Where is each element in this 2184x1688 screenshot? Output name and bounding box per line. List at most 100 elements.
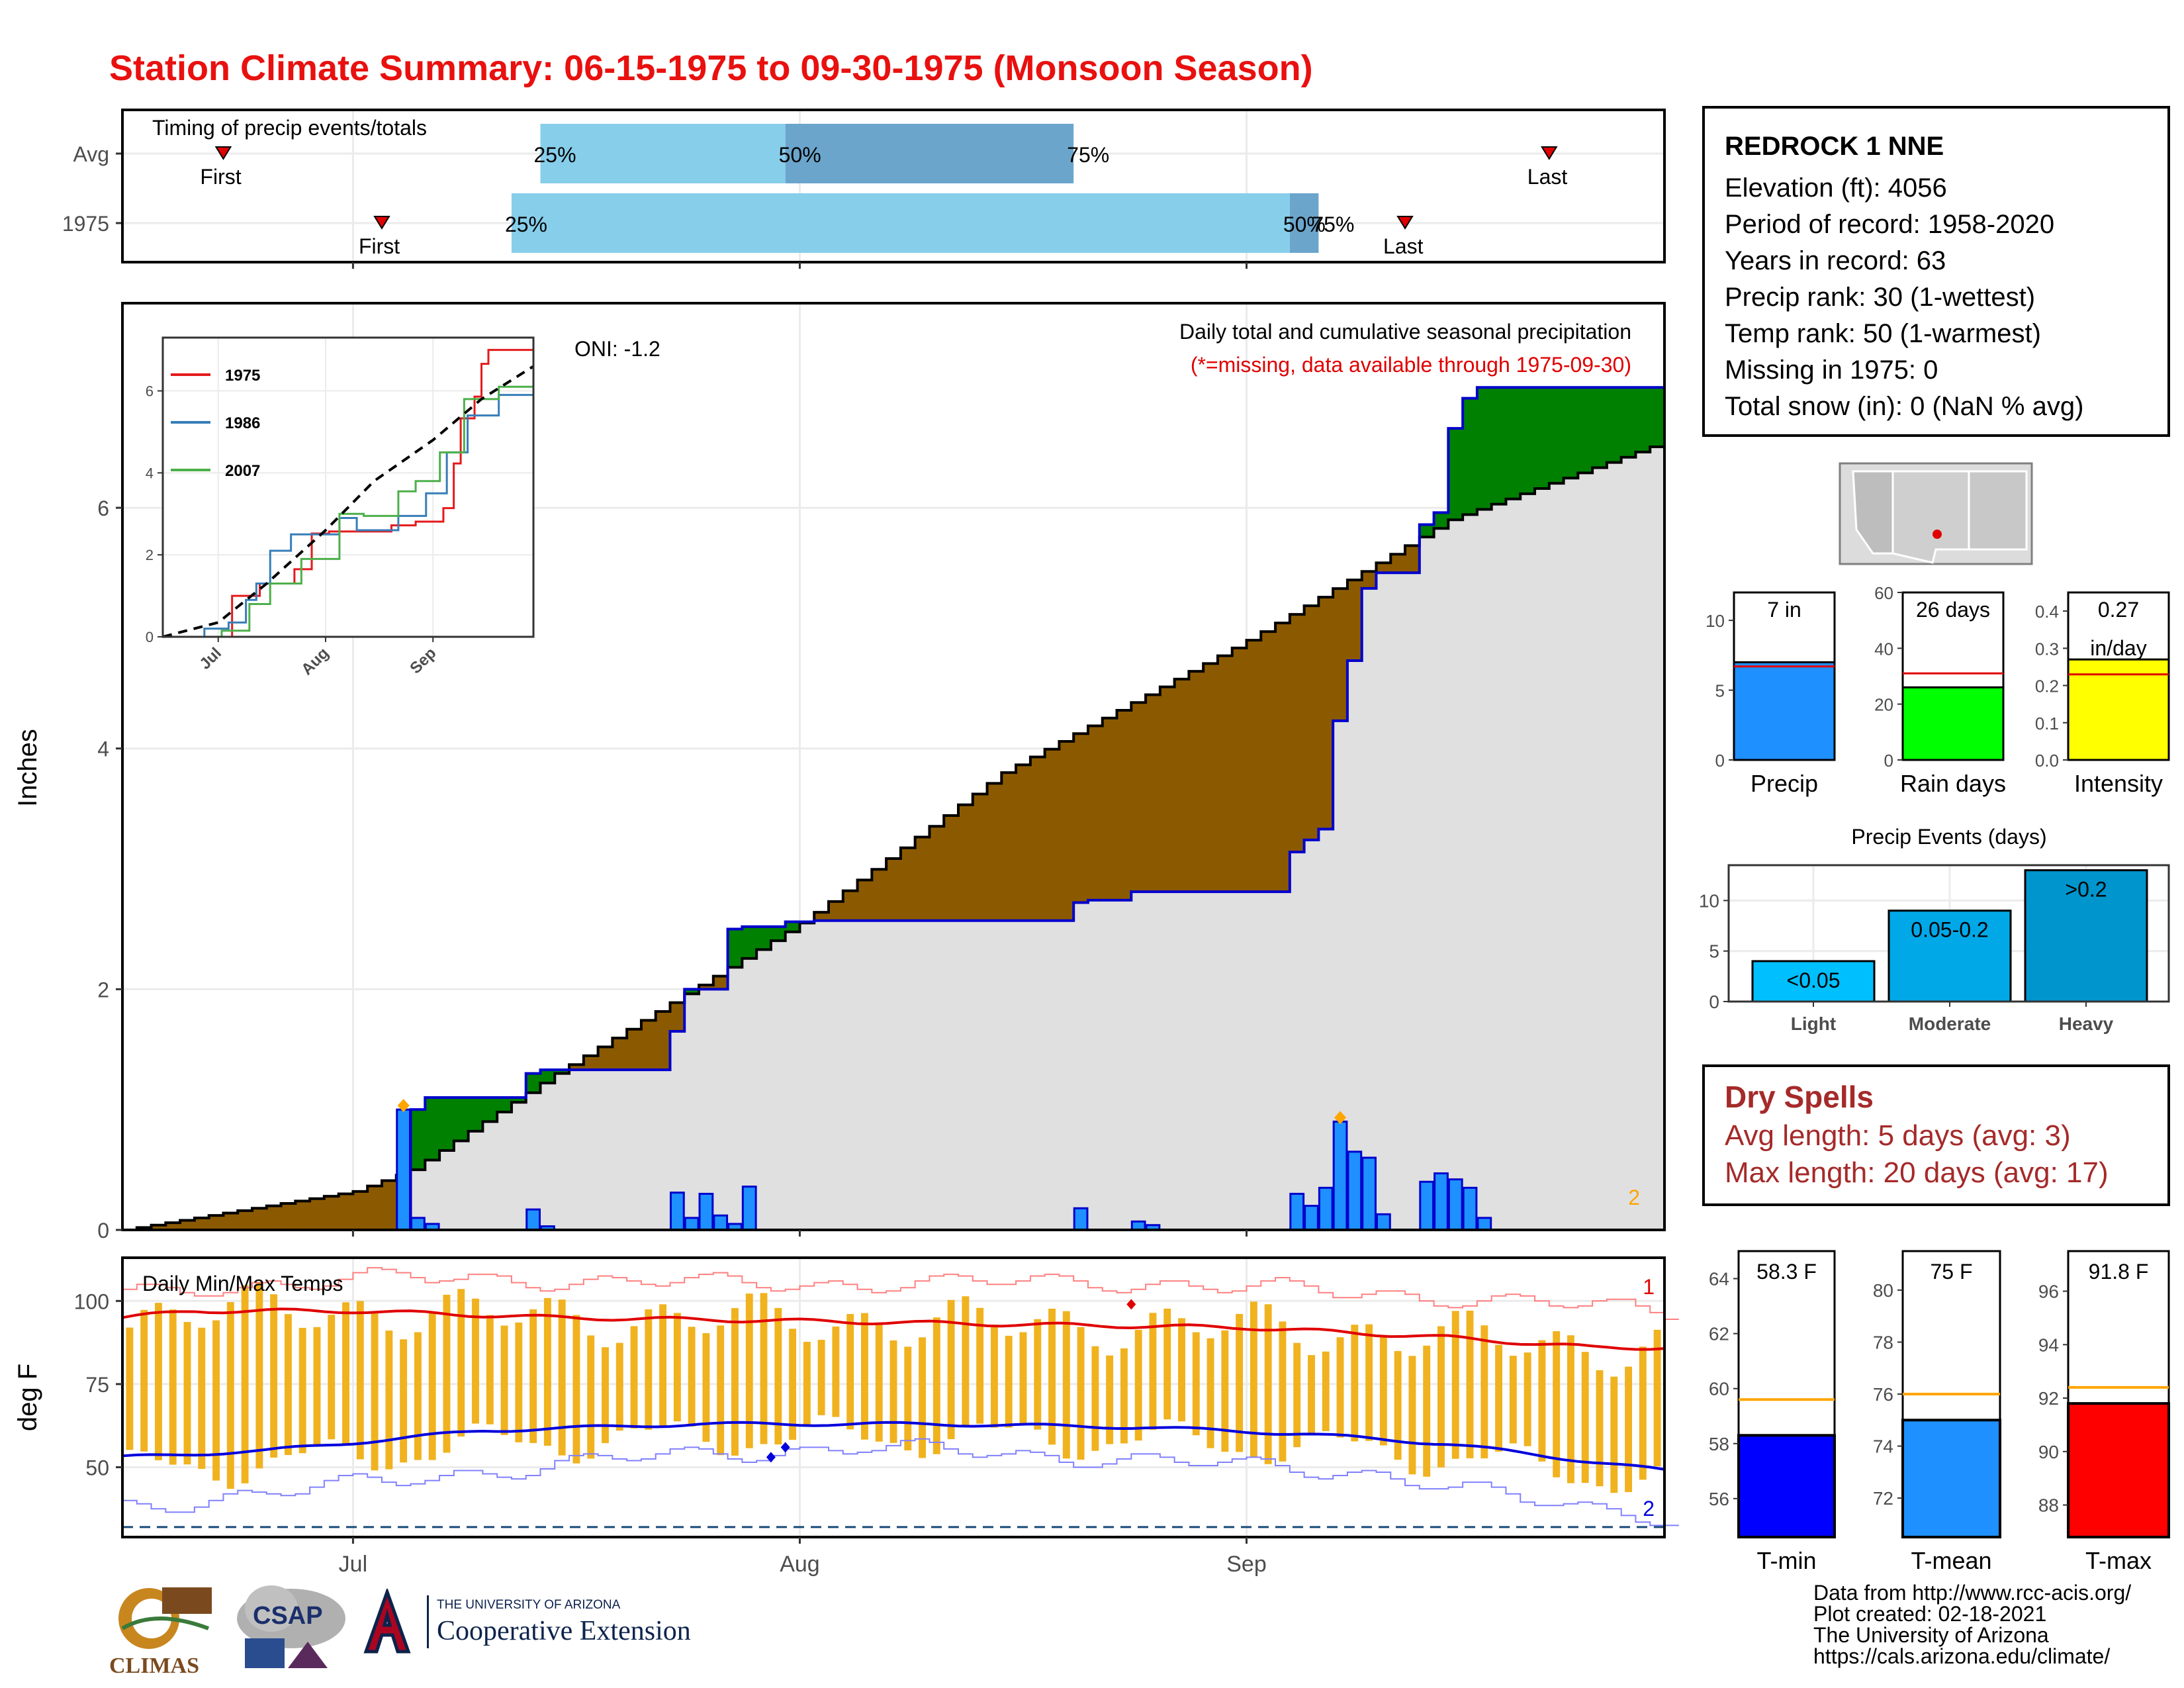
precip-anomaly-fill bbox=[670, 1002, 685, 1031]
precip-anomaly-fill bbox=[1520, 387, 1535, 494]
daily-temp-bar bbox=[342, 1302, 349, 1444]
daily-temp-bar bbox=[1250, 1301, 1257, 1458]
daily-temp-bar bbox=[1351, 1325, 1359, 1442]
daily-temp-bar bbox=[1106, 1355, 1114, 1444]
precip-anomaly-fill bbox=[525, 1073, 541, 1093]
precip-anomaly-fill bbox=[1347, 580, 1363, 661]
station-location-dot-icon bbox=[1933, 530, 1942, 539]
dry-spells-avg: Avg length: 5 days (avg: 3) bbox=[1725, 1119, 2071, 1152]
precip-base-fill bbox=[1578, 473, 1593, 1230]
precip-base-fill bbox=[756, 949, 772, 1230]
locator-map bbox=[1839, 462, 2033, 565]
precip-base-fill bbox=[785, 931, 800, 1230]
precip-anomaly-fill bbox=[1189, 671, 1204, 892]
precip-anomaly-fill bbox=[1275, 623, 1291, 892]
mini-bar-tick-label: 20 bbox=[1874, 695, 1893, 715]
precip-anomaly-fill bbox=[915, 837, 930, 921]
precip-base-fill bbox=[799, 923, 815, 1230]
temp-bar-tick-label: 90 bbox=[2038, 1442, 2059, 1462]
daily-temp-bar bbox=[1423, 1345, 1431, 1477]
precip-anomaly-fill bbox=[785, 921, 800, 932]
mini-bar-tick-label: 40 bbox=[1874, 639, 1893, 659]
precip-base-fill bbox=[598, 1070, 613, 1230]
station-info-box: REDROCK 1 NNE Elevation (ft): 4056 Perio… bbox=[1702, 106, 2170, 437]
precip-base-fill bbox=[1448, 520, 1463, 1230]
station-name: REDROCK 1 NNE bbox=[1725, 132, 1944, 161]
mini-bar-fill bbox=[2067, 658, 2170, 761]
precip-panel-border bbox=[121, 302, 1666, 1231]
daily-temp-bar bbox=[572, 1315, 580, 1464]
daily-temp-bar bbox=[889, 1340, 897, 1443]
precip-anomaly-fill bbox=[180, 1220, 195, 1230]
precip-anomaly-fill bbox=[1016, 765, 1031, 921]
precip-anomaly-fill bbox=[627, 1029, 642, 1070]
precip-anomaly-fill bbox=[1635, 387, 1651, 452]
precip-base-fill bbox=[555, 1073, 570, 1230]
daily-temp-bar bbox=[1308, 1355, 1315, 1433]
station-years: Years in record: 63 bbox=[1725, 246, 1946, 275]
daily-temp-bar bbox=[400, 1339, 408, 1463]
timing-row-label: 1975 bbox=[62, 212, 109, 236]
daily-precip-bar bbox=[1347, 1150, 1363, 1231]
precip-base-fill bbox=[1160, 892, 1175, 1230]
temp-y-tick-label: 100 bbox=[74, 1289, 109, 1313]
precip-base-fill bbox=[1549, 483, 1565, 1230]
precip-anomaly-fill bbox=[1650, 387, 1665, 447]
daily-temp-bar bbox=[198, 1327, 206, 1469]
precip-anomaly-fill bbox=[1246, 640, 1261, 892]
timing-first-label: First bbox=[200, 165, 241, 189]
daily-temp-bar bbox=[313, 1327, 321, 1446]
inset-y-tick-label: 6 bbox=[146, 383, 154, 399]
temp-bar-tick-label: 74 bbox=[1873, 1436, 1893, 1457]
daily-temp-bar bbox=[1034, 1319, 1042, 1430]
inset-legend-label: 1975 bbox=[225, 367, 260, 385]
daily-temp-bar bbox=[298, 1327, 306, 1454]
daily-temp-bar bbox=[1466, 1311, 1474, 1458]
daily-precip-bar bbox=[1304, 1205, 1319, 1231]
precip-base-fill bbox=[699, 989, 714, 1230]
climas-logo: CLIMAS bbox=[109, 1582, 215, 1681]
precip-base-fill bbox=[900, 920, 916, 1230]
daily-temp-bar bbox=[602, 1347, 609, 1444]
mini-bar-value-label: 26 days bbox=[1916, 598, 1990, 622]
events-bar-label: <0.05 bbox=[1787, 968, 1841, 992]
mini-bar-tick-label: 0.0 bbox=[2035, 751, 2059, 771]
precip-anomaly-fill bbox=[1030, 757, 1046, 921]
precip-y-tick-label: 6 bbox=[97, 496, 109, 520]
precip-anomaly-fill bbox=[1578, 387, 1593, 473]
precip-base-fill bbox=[1044, 920, 1060, 1230]
precip-base-fill bbox=[1376, 573, 1391, 1230]
daily-temp-bar bbox=[1567, 1335, 1574, 1483]
precip-base-fill bbox=[583, 1070, 599, 1230]
inset-legend-label: 2007 bbox=[225, 462, 260, 480]
daily-temp-bar bbox=[861, 1313, 868, 1440]
record-high-marker-icon bbox=[1126, 1299, 1136, 1310]
precip-anomaly-fill bbox=[699, 984, 714, 990]
daily-temp-bar bbox=[615, 1342, 623, 1431]
precip-anomaly-fill bbox=[612, 1038, 627, 1070]
inset-avg-line bbox=[162, 365, 535, 638]
precip-base-fill bbox=[1650, 446, 1665, 1230]
daily-precip-bar bbox=[1361, 1156, 1377, 1231]
daily-temp-bar bbox=[1365, 1324, 1373, 1441]
events-y-tick-label: 10 bbox=[1699, 890, 1719, 911]
precip-anomaly-fill bbox=[1044, 749, 1060, 921]
precip-anomaly-fill bbox=[310, 1198, 325, 1230]
precip-anomaly-fill bbox=[251, 1208, 267, 1230]
inset-y-tick-label: 2 bbox=[146, 547, 154, 563]
daily-temp-bar bbox=[154, 1303, 162, 1460]
precip-anomaly-fill bbox=[482, 1098, 498, 1122]
precip-anomaly-fill bbox=[468, 1098, 483, 1131]
daily-precip-bar bbox=[525, 1208, 541, 1231]
precip-anomaly-fill bbox=[1592, 387, 1608, 468]
inset-y-tick-label: 4 bbox=[146, 465, 154, 481]
daily-temp-bar bbox=[760, 1293, 768, 1444]
daily-precip-bar bbox=[669, 1192, 685, 1231]
missing-data-caption: (*=missing, data available through 1975-… bbox=[1191, 353, 1631, 377]
precip-y-tick-label: 0 bbox=[97, 1219, 109, 1243]
temp-bar-title: T-min bbox=[1757, 1547, 1817, 1574]
inset-legend-label: 1986 bbox=[225, 414, 260, 432]
events-category-label: Moderate bbox=[1909, 1013, 1991, 1034]
precip-anomaly-fill bbox=[641, 1020, 657, 1070]
